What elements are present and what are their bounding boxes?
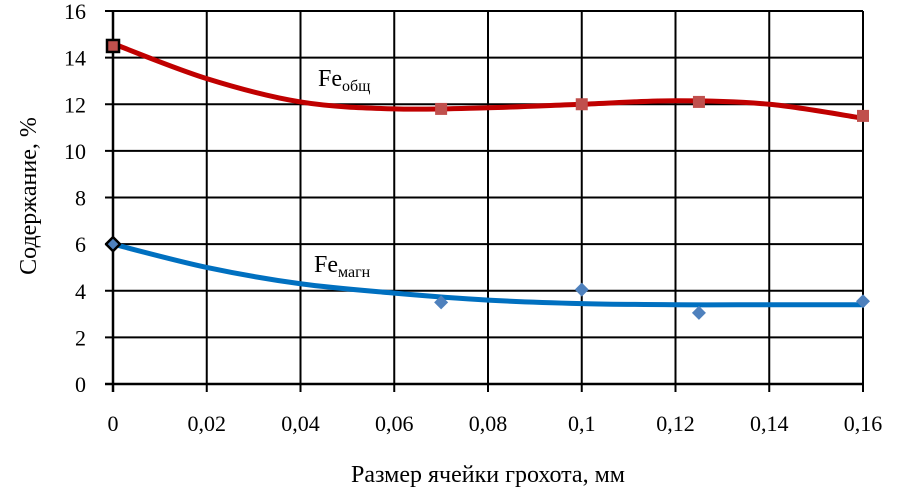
y-tick-label: 12 — [64, 92, 86, 117]
series-label-fe-total: Feобщ — [318, 66, 370, 95]
series-0-trend-line — [110, 41, 866, 121]
grid-lines — [112, 10, 864, 385]
series-1-point — [104, 235, 122, 253]
series-0-point — [692, 95, 705, 108]
series-1-point — [856, 294, 870, 309]
y-tick-label: 6 — [75, 232, 86, 257]
series-label-fe-total-main: Fe — [318, 66, 342, 92]
series-0-point — [857, 109, 869, 122]
series-1-trend-line — [110, 241, 866, 308]
axes — [105, 10, 864, 392]
x-tick-label: 0,02 — [188, 411, 227, 436]
y-tick-label: 10 — [64, 139, 86, 164]
x-tick-label: 0,14 — [750, 411, 789, 436]
x-tick-label: 0,12 — [656, 411, 695, 436]
series-0-point — [435, 102, 448, 115]
series-0-point — [105, 38, 121, 54]
x-axis-title: Размер ячейки грохота, мм — [351, 462, 625, 488]
y-tick-label: 0 — [75, 372, 86, 397]
x-tick-label: 0,08 — [469, 411, 508, 436]
series-0-point — [575, 98, 588, 111]
x-tick-label: 0,1 — [568, 411, 596, 436]
series-layer — [104, 38, 870, 320]
x-tick-label: 0 — [108, 411, 119, 436]
series-label-fe-magn-sub: магн — [338, 264, 371, 281]
y-tick-label: 2 — [75, 325, 86, 350]
series-1-point — [574, 282, 589, 297]
y-tick-label: 14 — [64, 46, 86, 71]
x-tick-label: 0,04 — [281, 411, 320, 436]
y-axis-title: Содержание, % — [16, 117, 42, 275]
x-tick-label: 0,16 — [844, 411, 883, 436]
tick-labels: 0 0,02 0,04 0,06 0,08 0,1 0,12 0,14 0,16 0 2 4 6 8 10 1… — [64, 0, 882, 436]
y-tick-label: 8 — [75, 186, 86, 211]
series-label-fe-magn-main: Fe — [314, 252, 338, 278]
series-1-point — [434, 295, 449, 310]
y-tick-label: 4 — [75, 279, 86, 304]
series-label-fe-total-sub: общ — [342, 78, 370, 95]
series-1-point — [691, 305, 706, 320]
series-label-fe-magn: Feмагн — [314, 252, 371, 281]
y-tick-label: 16 — [64, 0, 86, 24]
x-tick-label: 0,06 — [375, 411, 414, 436]
